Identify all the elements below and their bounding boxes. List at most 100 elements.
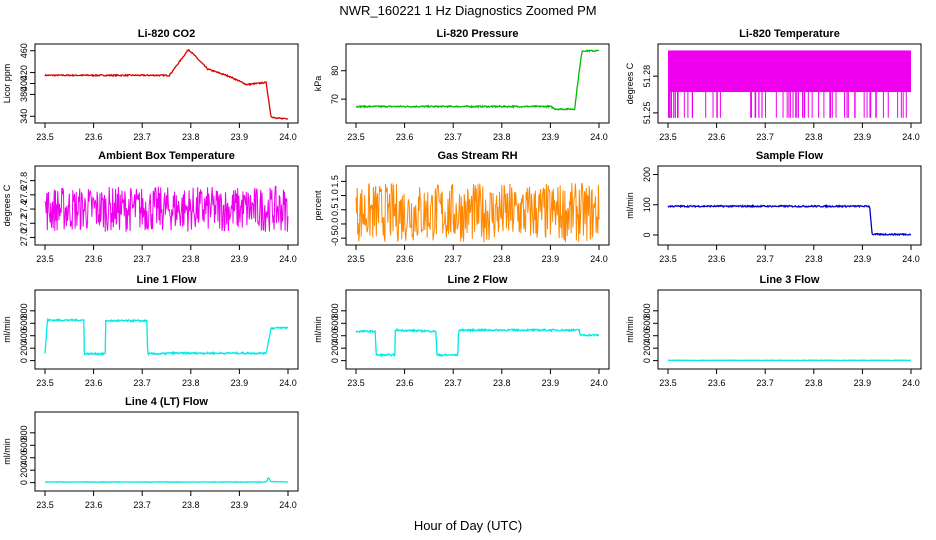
y-tick-label: 1.0 [330,189,340,202]
series-line [45,477,289,484]
y-axis-label: percent [313,190,323,221]
x-tick-label: 23.7 [756,378,774,388]
y-axis-label: ml/min [2,316,12,343]
page-title: NWR_160221 1 Hz Diagnostics Zoomed PM [339,3,597,18]
panel-10: Line 4 (LT) Flow ml/min 23.5 23.6 23.7 23.8 23… [2,396,299,510]
panel-title: Line 3 Flow [760,274,820,286]
series-band [668,50,911,93]
panel-title: Line 4 (LT) Flow [125,396,208,408]
y-tick-label: 51.25 [642,102,652,125]
series-line [355,327,600,358]
x-tick-label: 23.6 [396,132,414,142]
x-tick-label: 24.0 [590,132,608,142]
series-line [355,182,600,243]
x-tick-label: 24.0 [902,378,920,388]
y-tick-label: 800 [330,303,340,318]
x-tick-label: 24.0 [590,378,608,388]
plot-frame [34,411,299,492]
x-tick-label: 23.6 [85,500,103,510]
x-tick-label: 23.5 [347,132,365,142]
x-tick-label: 23.9 [854,378,872,388]
x-tick-label: 23.5 [659,378,677,388]
series-line [44,317,289,357]
x-axis-caption: Hour of Day (UTC) [413,518,523,533]
y-tick-label: 0.5 [330,204,340,217]
y-tick-label: 800 [19,425,29,440]
x-tick-label: 24.0 [902,132,920,142]
plot-frame [657,43,922,124]
y-tick-label: 0 [642,358,652,363]
panel-title: Li-820 Temperature [739,28,840,40]
x-tick-label: 23.8 [182,378,200,388]
x-tick-label: 23.5 [36,378,54,388]
panel-5: Gas Stream RH percent 23.5 23.6 23.7 23.8 23.9… [313,150,610,264]
panel-6: Sample Flow ml/min 23.5 23.6 23.7 23.8 23.9 24.… [625,150,922,264]
y-tick-label: 0 [330,358,340,363]
panel-title: Sample Flow [756,150,824,162]
x-tick-label: 24.0 [279,132,297,142]
y-tick-label: 400 [19,76,29,91]
panel-4: Ambient Box Temperature degrees C 23.5 23.6… [2,150,299,264]
series-line [667,204,911,237]
series-line [44,185,289,232]
y-axis-label: degrees C [2,184,12,226]
y-tick-label: 200 [642,167,652,182]
x-tick-label: 23.9 [542,254,560,264]
x-tick-label: 23.5 [659,132,677,142]
y-tick-label: 800 [642,303,652,318]
y-tick-label: 800 [19,303,29,318]
panel-8: Line 2 Flow ml/min 23.5 23.6 23.7 23.8 23.9 24.… [313,274,610,388]
x-tick-label: 23.5 [36,132,54,142]
panel-title: Line 1 Flow [137,274,197,286]
x-tick-label: 23.7 [444,254,462,264]
panel-3: Li-820 Temperature degrees C 23.5 23.6 23.7 2… [625,28,922,142]
x-tick-label: 23.6 [85,378,103,388]
x-tick-label: 23.8 [805,132,823,142]
x-tick-label: 23.9 [542,378,560,388]
x-tick-label: 23.9 [231,254,249,264]
y-tick-label: 400 [19,450,29,465]
x-tick-label: 23.6 [396,378,414,388]
series-line [44,48,289,120]
panel-2: Li-820 Pressure kPa 23.5 23.6 23.7 23.8 23.9 24… [313,28,610,142]
x-tick-label: 23.8 [493,132,511,142]
y-tick-label: 80 [330,66,340,76]
y-tick-label: 0.0 [330,218,340,231]
y-axis-label: ml/min [313,316,323,343]
x-tick-label: 23.7 [444,132,462,142]
x-tick-label: 24.0 [902,254,920,264]
y-tick-label: 27.0 [19,229,29,247]
x-tick-label: 23.6 [396,254,414,264]
y-tick-label: 400 [19,328,29,343]
y-tick-label: 460 [19,43,29,58]
plot-frame [34,165,299,246]
plot-frame [657,289,922,370]
x-tick-label: 23.6 [708,254,726,264]
panel-1: Li-820 CO2 Licor ppm 23.5 23.6 23.7 23.8 23.9 2… [2,28,299,142]
panel-title: Gas Stream RH [437,150,517,162]
y-tick-label: 380 [19,87,29,102]
panel-title: Ambient Box Temperature [98,150,235,162]
panel-7: Line 1 Flow ml/min 23.5 23.6 23.7 23.8 23.9 24.… [2,274,299,388]
y-tick-label: 100 [642,197,652,212]
x-tick-label: 23.7 [133,500,151,510]
y-tick-label: 420 [19,65,29,80]
x-tick-label: 23.7 [133,254,151,264]
x-tick-label: 23.7 [756,254,774,264]
x-tick-label: 23.9 [231,378,249,388]
y-tick-label: 200 [19,463,29,478]
y-tick-label: 340 [19,109,29,124]
y-tick-label: 600 [330,316,340,331]
y-tick-label: 200 [642,341,652,356]
x-tick-label: 23.5 [347,378,365,388]
y-tick-label: -0.5 [330,230,340,246]
x-tick-label: 23.9 [231,500,249,510]
x-tick-label: 23.5 [659,254,677,264]
x-tick-label: 23.8 [182,132,200,142]
x-tick-label: 23.9 [231,132,249,142]
y-tick-label: 27.2 [19,214,29,232]
y-tick-label: 1.5 [330,175,340,188]
x-tick-label: 23.5 [347,254,365,264]
y-tick-label: 400 [642,328,652,343]
panel-9: Line 3 Flow ml/min 23.5 23.6 23.7 23.8 23.9 24.… [625,274,922,388]
